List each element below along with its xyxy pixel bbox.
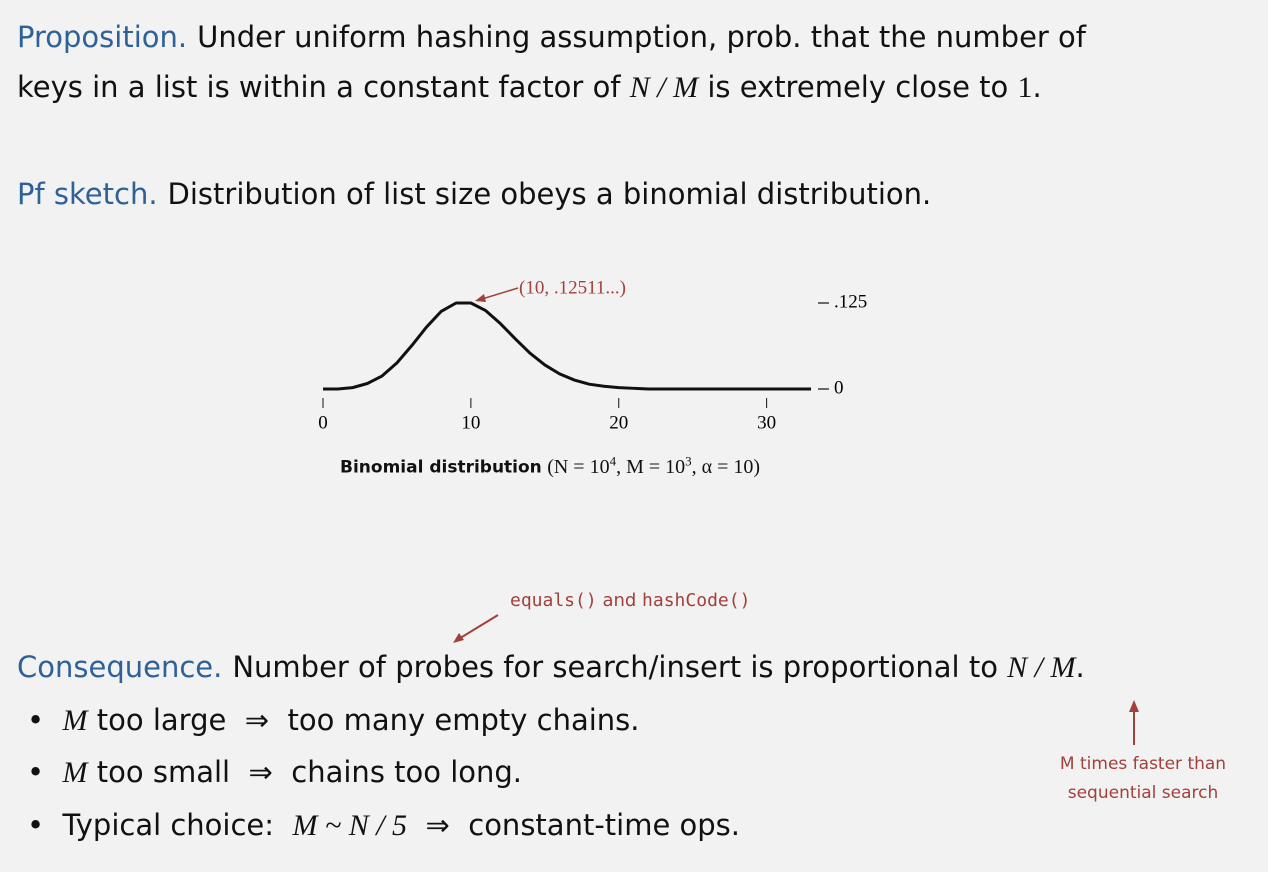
arrow-head xyxy=(1129,700,1139,712)
math: M xyxy=(62,704,88,737)
equals-note: equals() and hashCode() xyxy=(510,590,750,611)
x-tick-label: 20 xyxy=(609,412,628,433)
text: keys in a list is within a constant fact… xyxy=(17,70,621,104)
faster-note: M times faster than sequential search xyxy=(1020,750,1266,808)
caption-sup: 3 xyxy=(685,453,692,468)
text: too many empty chains. xyxy=(287,703,640,737)
bullet: • Typical choice: M ~ N / 5 ⇒ constant-t… xyxy=(27,808,740,842)
math: 1 xyxy=(1017,71,1033,104)
text: and xyxy=(602,590,637,611)
x-tick-label: 30 xyxy=(757,412,776,433)
caption-math: (N = 104, M = 103, α = 10) xyxy=(547,453,761,478)
x-tick-label: 10 xyxy=(461,412,480,433)
arrow-head xyxy=(453,633,464,643)
proposition-line-2: keys in a list is within a constant fact… xyxy=(17,70,1042,105)
chart-caption: Binomial distribution (N = 104, M = 103,… xyxy=(340,453,760,479)
x-tick-label: 0 xyxy=(318,412,328,433)
code: equals() xyxy=(510,590,597,611)
arrow: ⇒ xyxy=(248,755,273,789)
arrow xyxy=(456,614,499,641)
text: Distribution of list size obeys a binomi… xyxy=(167,177,932,211)
caption-part: , M = 10 xyxy=(616,455,686,478)
label: Consequence. xyxy=(17,650,223,684)
annotation-arrow xyxy=(481,287,519,300)
math: N / M xyxy=(1007,651,1076,684)
proposition-line-1: Proposition. Under uniform hashing assump… xyxy=(17,20,1086,54)
text: M times faster than xyxy=(1059,754,1227,774)
text: too small xyxy=(96,755,231,789)
proof-line: Pf sketch. Distribution of list size obey… xyxy=(17,177,931,211)
code: hashCode() xyxy=(642,590,751,611)
y-tick-label: .125 xyxy=(834,291,867,312)
label: Proposition. xyxy=(17,20,188,54)
text: Typical choice: xyxy=(62,808,275,842)
caption-sup: 4 xyxy=(609,453,617,468)
arrow: ⇒ xyxy=(425,808,450,842)
text: too large xyxy=(96,703,227,737)
caption-part: (N = 10 xyxy=(547,455,610,478)
text: chains too long. xyxy=(291,755,523,789)
caption-part: , α = 10) xyxy=(691,455,761,478)
text: . xyxy=(1032,70,1042,104)
line xyxy=(323,301,811,391)
consequence-line: Consequence. Number of probes for search/… xyxy=(17,650,1085,685)
annotation: (10, .12511...) xyxy=(519,277,626,298)
math: M ~ N / 5 xyxy=(292,809,408,842)
math: M xyxy=(62,756,88,789)
label: Pf sketch. xyxy=(17,177,158,211)
text: constant-time ops. xyxy=(468,808,740,842)
arrow: ⇒ xyxy=(244,703,270,737)
annotation-arrow-head xyxy=(475,294,486,302)
text: is extremely close to xyxy=(707,70,1009,104)
text: . xyxy=(1075,650,1085,684)
bullet: • M too large ⇒ too many empty chains. xyxy=(27,703,640,737)
y-tick-label: 0 xyxy=(834,377,844,398)
caption-title: Binomial distribution xyxy=(340,457,542,478)
text: Under uniform hashing assumption, prob. … xyxy=(197,20,1087,54)
text: sequential search xyxy=(1067,783,1219,803)
math: N / M xyxy=(629,71,699,104)
text: Number of probes for search/insert is pr… xyxy=(232,650,998,684)
bullet: • M too small ⇒ chains too long. xyxy=(27,755,523,789)
